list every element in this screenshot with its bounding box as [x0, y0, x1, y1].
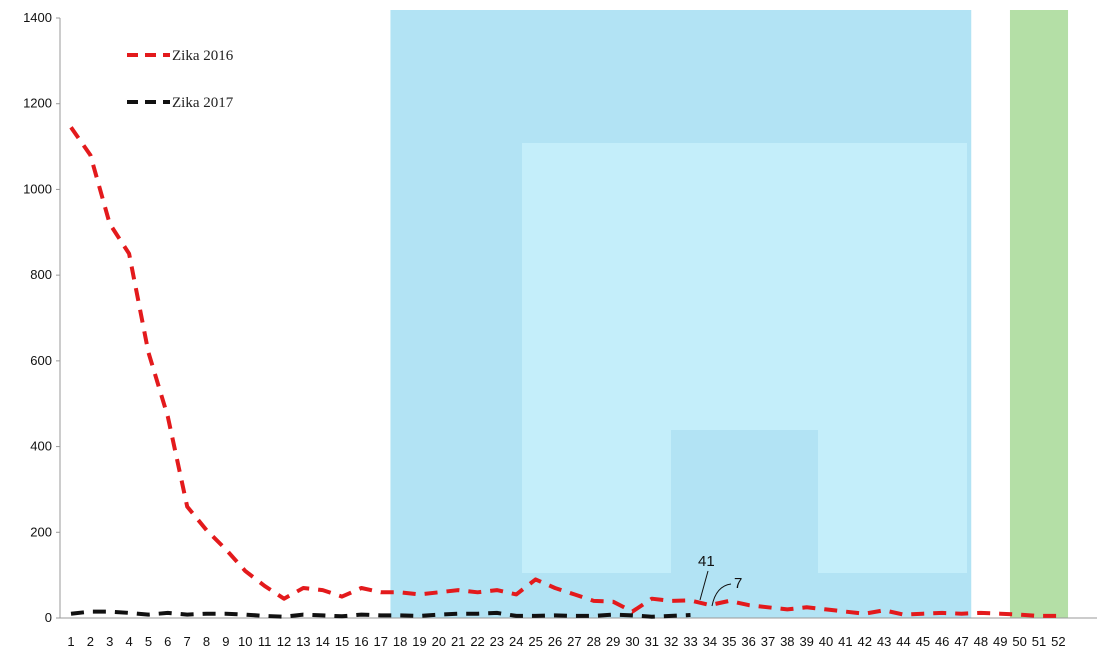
x-tick-label-19: 19 [412, 634, 426, 649]
x-tick-label-50: 50 [1012, 634, 1026, 649]
x-tick-label-43: 43 [877, 634, 891, 649]
x-tick-label-22: 22 [470, 634, 484, 649]
x-tick-label-26: 26 [548, 634, 562, 649]
annotations: 41 7 [698, 553, 742, 607]
x-tick-label-14: 14 [315, 634, 329, 649]
series-line-zika-2016 [69, 126, 1059, 618]
x-tick-label-7: 7 [184, 634, 191, 649]
x-tick-label-25: 25 [528, 634, 542, 649]
x-tick-label-36: 36 [741, 634, 755, 649]
x-tick-label-21: 21 [451, 634, 465, 649]
x-tick-label-45: 45 [916, 634, 930, 649]
legend-label-zika-2017: Zika 2017 [172, 95, 234, 111]
x-tick-label-24: 24 [509, 634, 523, 649]
x-tick-label-48: 48 [974, 634, 988, 649]
annotation-41-leader [699, 570, 709, 601]
x-tick-label-42: 42 [858, 634, 872, 649]
x-tick-label-12: 12 [277, 634, 291, 649]
x-tick-label-49: 49 [993, 634, 1007, 649]
y-tick-label-600: 600 [30, 353, 52, 368]
x-tick-label-34: 34 [703, 634, 717, 649]
y-tick-label-0: 0 [45, 610, 52, 625]
x-tick-label-18: 18 [393, 634, 407, 649]
x-tick-label-40: 40 [819, 634, 833, 649]
x-tick-label-6: 6 [164, 634, 171, 649]
x-tick-label-23: 23 [490, 634, 504, 649]
x-tick-label-39: 39 [799, 634, 813, 649]
inner-panel-lower [671, 430, 818, 575]
x-tick-label-29: 29 [606, 634, 620, 649]
x-tick-label-33: 33 [683, 634, 697, 649]
x-tick-label-11: 11 [258, 634, 272, 649]
y-tick-label-800: 800 [30, 267, 52, 282]
x-tick-label-1: 1 [67, 634, 74, 649]
x-tick-label-13: 13 [296, 634, 310, 649]
x-tick-label-9: 9 [222, 634, 229, 649]
x-tick-label-41: 41 [838, 634, 852, 649]
x-tick-label-8: 8 [203, 634, 210, 649]
x-tick-label-28: 28 [586, 634, 600, 649]
x-tick-label-10: 10 [238, 634, 252, 649]
x-tick-label-52: 52 [1051, 634, 1065, 649]
x-tick-label-15: 15 [335, 634, 349, 649]
y-tick-label-1400: 1400 [23, 10, 52, 25]
annotation-7-leader [711, 583, 732, 607]
x-tick-label-46: 46 [935, 634, 949, 649]
x-tick-label-47: 47 [954, 634, 968, 649]
x-tick-label-2: 2 [87, 634, 94, 649]
shaded-region-2 [1009, 10, 1069, 618]
x-tick-label-44: 44 [896, 634, 910, 649]
x-tick-label-31: 31 [645, 634, 659, 649]
annotation-7: 7 [734, 575, 742, 592]
x-tick-label-38: 38 [780, 634, 794, 649]
x-tick-label-35: 35 [722, 634, 736, 649]
legend: Zika 2016 Zika 2017 [127, 48, 234, 111]
y-tick-label-200: 200 [30, 524, 52, 539]
x-tick-label-3: 3 [106, 634, 113, 649]
x-tick-label-37: 37 [761, 634, 775, 649]
legend-label-zika-2016: Zika 2016 [172, 48, 234, 64]
x-tick-label-20: 20 [432, 634, 446, 649]
background-regions [390, 10, 1069, 618]
x-tick-label-17: 17 [374, 634, 388, 649]
x-tick-label-30: 30 [625, 634, 639, 649]
y-tick-label-1000: 1000 [23, 181, 52, 196]
x-tick-label-5: 5 [145, 634, 152, 649]
y-tick-label-1200: 1200 [23, 96, 52, 111]
x-tick-label-27: 27 [567, 634, 581, 649]
x-tick-label-32: 32 [664, 634, 678, 649]
y-tick-label-400: 400 [30, 439, 52, 454]
annotation-41: 41 [698, 553, 715, 570]
x-tick-label-51: 51 [1032, 634, 1046, 649]
x-tick-label-16: 16 [354, 634, 368, 649]
series-lines [69, 126, 1059, 619]
x-tick-label-4: 4 [125, 634, 132, 649]
